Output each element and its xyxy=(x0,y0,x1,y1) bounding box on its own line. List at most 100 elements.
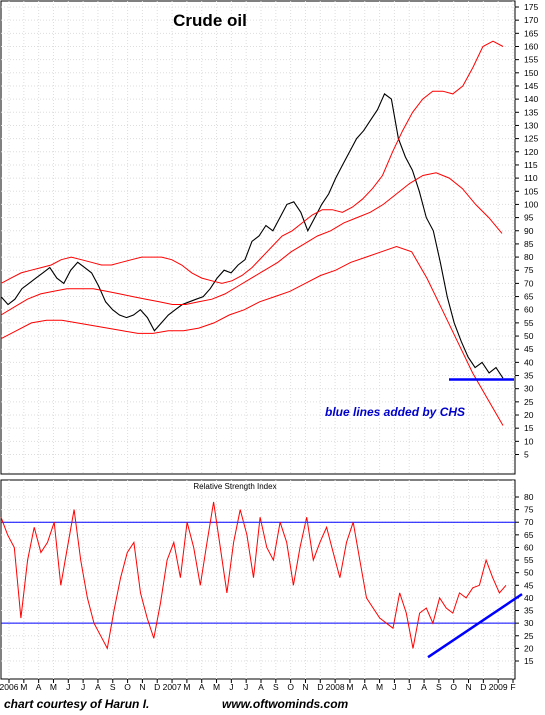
x-tick-label: 2006 xyxy=(0,682,19,692)
rsi-panel: 15 20 25 30 35 40 45 50 55 60 65 70 75 80 Relative Str… xyxy=(0,479,534,680)
x-tick-label: A xyxy=(362,682,368,692)
price-y-tick-label: 45 xyxy=(524,344,534,354)
x-tick-label: N xyxy=(302,682,308,692)
price-y-tick-label: 110 xyxy=(524,173,538,183)
rsi-line xyxy=(0,501,507,650)
bollinger-lower-line xyxy=(0,245,504,426)
annotation-text: blue lines added by CHS xyxy=(325,405,465,419)
x-tick-label: F xyxy=(510,682,515,692)
x-tick-label: J xyxy=(229,682,233,692)
bollinger-upper-line xyxy=(0,40,504,284)
x-tick-label: M xyxy=(50,682,57,692)
x-tick-label: 2007 xyxy=(163,682,182,692)
price-y-tick-label: 150 xyxy=(524,68,538,78)
rsi-y-tick-label: 45 xyxy=(524,580,534,590)
price-y-tick-label: 25 xyxy=(524,397,534,407)
x-tick-label: N xyxy=(465,682,471,692)
price-y-tick-label: 165 xyxy=(524,28,538,38)
price-y-tick-label: 50 xyxy=(524,331,534,341)
price-y-tick-label: 170 xyxy=(524,15,538,25)
x-tick-label: J xyxy=(66,682,70,692)
price-y-tick-label: 70 xyxy=(524,278,534,288)
x-tick-label: J xyxy=(407,682,411,692)
price-y-tick-label: 115 xyxy=(524,160,538,170)
chart-credit: chart courtesy of Harun I. xyxy=(4,697,150,711)
price-y-tick-label: 130 xyxy=(524,120,538,130)
price-y-tick-label: 80 xyxy=(524,252,534,262)
price-y-tick-label: 135 xyxy=(524,107,538,117)
price-panel: 5 10 15 20 25 30 35 40 45 50 55 60 65 70 75 80 85 90 95 100… xyxy=(0,0,538,475)
price-y-tick-label: 155 xyxy=(524,55,538,65)
x-tick-label: M xyxy=(213,682,220,692)
price-y-tick-label: 140 xyxy=(524,94,538,104)
x-tick-label: O xyxy=(124,682,131,692)
website-url: www.oftwominds.com xyxy=(222,697,349,711)
price-y-tick-label: 60 xyxy=(524,305,534,315)
price-y-tick-label: 65 xyxy=(524,292,534,302)
x-tick-label: J xyxy=(392,682,396,692)
price-y-tick-label: 10 xyxy=(524,436,534,446)
x-tick-label: M xyxy=(183,682,190,692)
x-tick-label: N xyxy=(139,682,145,692)
rsi-y-tick-label: 75 xyxy=(524,505,534,515)
x-tick-label: A xyxy=(258,682,264,692)
price-y-tick-label: 85 xyxy=(524,239,534,249)
x-tick-label: O xyxy=(287,682,294,692)
rsi-y-tick-label: 20 xyxy=(524,643,534,653)
price-plot-frame xyxy=(0,0,516,475)
rsi-y-tick-label: 70 xyxy=(524,517,534,527)
x-tick-label: 2008 xyxy=(326,682,345,692)
x-tick-label: 2009 xyxy=(489,682,508,692)
x-tick-label: A xyxy=(36,682,42,692)
price-y-tick-label: 120 xyxy=(524,147,538,157)
chart-title: Crude oil xyxy=(173,11,247,30)
price-y-tick-label: 75 xyxy=(524,265,534,275)
x-tick-label: M xyxy=(20,682,27,692)
rsi-trendline xyxy=(427,593,523,659)
rsi-y-tick-label: 65 xyxy=(524,530,534,540)
price-y-tick-label: 15 xyxy=(524,423,534,433)
price-y-tick-label: 90 xyxy=(524,226,534,236)
price-y-tick-label: 30 xyxy=(524,384,534,394)
price-y-tick-label: 125 xyxy=(524,134,538,144)
rsi-y-tick-label: 50 xyxy=(524,568,534,578)
x-tick-label: M xyxy=(376,682,383,692)
rsi-y-tick-label: 30 xyxy=(524,618,534,628)
price-y-tick-label: 20 xyxy=(524,410,534,420)
price-y-tick-label: 40 xyxy=(524,357,534,367)
x-tick-label: D xyxy=(317,682,323,692)
x-tick-label: A xyxy=(95,682,101,692)
bollinger-middle-line xyxy=(0,172,503,316)
x-tick-label: S xyxy=(436,682,442,692)
rsi-plot-frame xyxy=(0,479,516,680)
price-y-tick-label: 145 xyxy=(524,81,538,91)
price-y-tick-label: 55 xyxy=(524,318,534,328)
rsi-y-tick-label: 55 xyxy=(524,555,534,565)
x-tick-label: J xyxy=(244,682,248,692)
price-line xyxy=(0,93,504,379)
rsi-y-tick-label: 60 xyxy=(524,542,534,552)
x-tick-label: S xyxy=(110,682,116,692)
x-tick-label: A xyxy=(199,682,205,692)
rsi-title: Relative Strength Index xyxy=(193,482,276,491)
price-y-tick-label: 175 xyxy=(524,2,538,12)
x-axis: 2006 M A M J J A S O N D 2007 M A M J J A S O N D 2008 M A M J J A S O… xyxy=(0,679,516,692)
rsi-y-tick-label: 35 xyxy=(524,606,534,616)
price-y-tick-label: 105 xyxy=(524,186,538,196)
x-tick-label: A xyxy=(421,682,427,692)
rsi-y-tick-label: 25 xyxy=(524,631,534,641)
price-y-tick-label: 100 xyxy=(524,199,538,209)
x-tick-label: D xyxy=(480,682,486,692)
price-y-tick-label: 5 xyxy=(524,450,529,460)
rsi-y-tick-label: 15 xyxy=(524,656,534,666)
price-y-tick-label: 160 xyxy=(524,41,538,51)
x-tick-label: S xyxy=(273,682,279,692)
price-y-tick-label: 95 xyxy=(524,213,534,223)
x-tick-label: J xyxy=(81,682,85,692)
x-tick-label: O xyxy=(450,682,457,692)
x-tick-label: M xyxy=(346,682,353,692)
rsi-y-tick-label: 80 xyxy=(524,492,534,502)
price-y-tick-label: 35 xyxy=(524,371,534,381)
rsi-y-tick-label: 40 xyxy=(524,593,534,603)
